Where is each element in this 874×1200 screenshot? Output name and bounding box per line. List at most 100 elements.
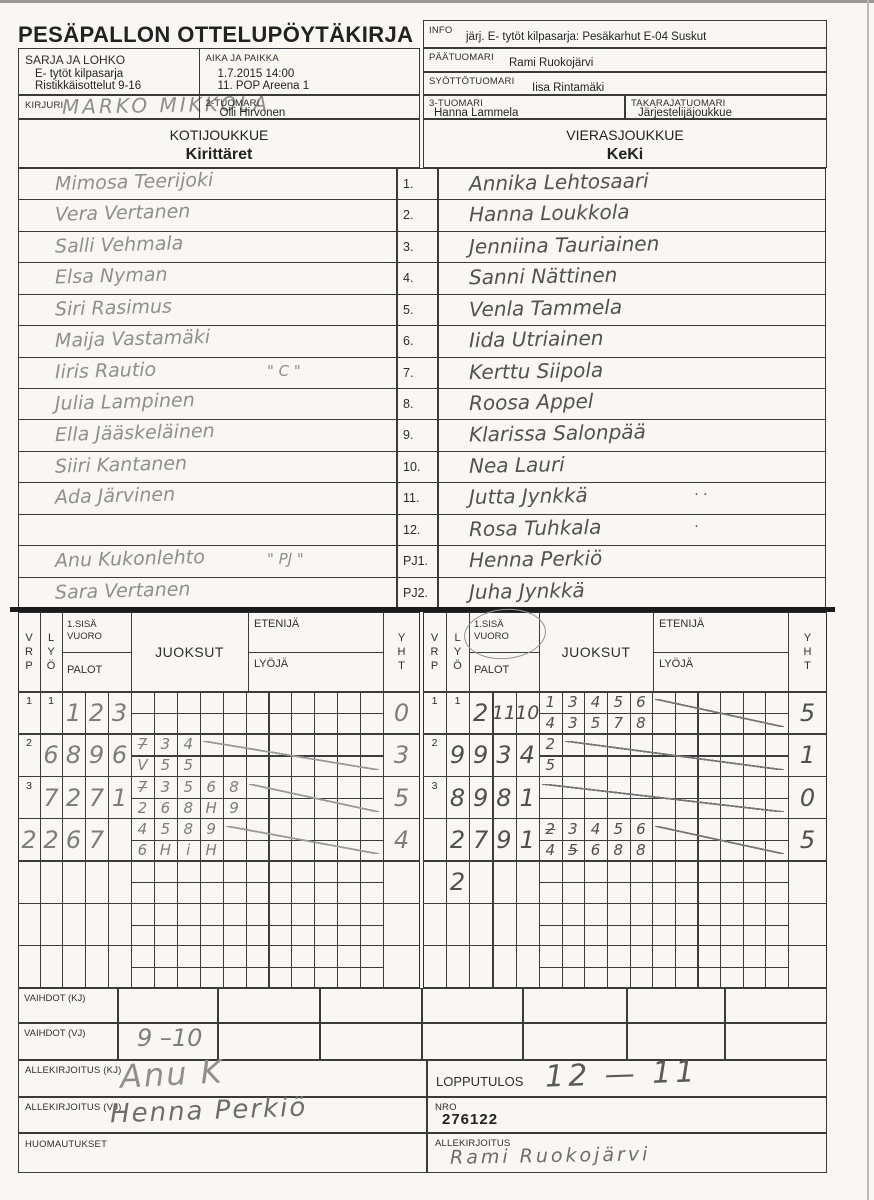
roster-row-home: Anu Kukonlehto " PJ " (19, 546, 396, 578)
grid-line (222, 692, 224, 735)
grid-line (268, 861, 270, 904)
allekirjoitus-kj-box: ALLEKIRJOITUS (KJ) (18, 1060, 427, 1097)
grid-line (788, 734, 790, 777)
sarja-line1: E- tytöt kilpasarja (35, 68, 124, 80)
roster-row-away: Nea Lauri (439, 452, 825, 484)
grid-line (629, 861, 631, 904)
grid-line (383, 945, 385, 989)
palot-hand-value: 1 (519, 783, 535, 812)
grid-line (697, 903, 699, 946)
palot-hand-value: 9 (496, 825, 512, 854)
roster-number-cell: 12. (398, 515, 437, 547)
section-divider-bar (10, 607, 835, 612)
grid-line (629, 903, 631, 946)
roster-number: 2. (403, 208, 414, 223)
grid-line (423, 944, 827, 947)
grid-line (515, 945, 517, 989)
grid-line (40, 612, 42, 692)
info-box: INFO järj. E- tytöt kilpasarja: Pesäkarh… (423, 20, 827, 48)
grid-line (469, 734, 471, 777)
vrp-printed-number: 2 (431, 737, 438, 750)
grid-line (539, 776, 541, 819)
aika-line2: 11. POP Areena 1 (217, 80, 310, 92)
player-note-away: · (694, 518, 699, 535)
grid-line (653, 652, 788, 654)
roster-row-home: Siiri Kantanen (19, 452, 396, 484)
juoksut-hand-value: 5 (183, 777, 194, 796)
grid-line (788, 818, 790, 862)
grid-line (199, 734, 201, 777)
juoksut-hand-value: 4 (183, 735, 194, 754)
grid-line (788, 945, 790, 989)
score-hand-value: 2 (21, 825, 37, 854)
grid-line (469, 861, 471, 904)
juoksut-hand-value: 8 (229, 777, 239, 796)
palot-hand-value: 6 (111, 741, 128, 770)
grid-line (222, 945, 224, 989)
grid-line (314, 945, 316, 989)
grid-line (131, 903, 133, 946)
grid-line (176, 903, 178, 946)
score-hand-value: 2 (449, 825, 466, 854)
grid-line (108, 818, 110, 862)
grid-line (337, 945, 339, 989)
grid-line (539, 903, 541, 946)
grid-line (492, 861, 494, 904)
vaihdot-vj-cell (725, 1023, 827, 1060)
palot-hand-value: 3 (111, 699, 128, 727)
grid-line (85, 776, 87, 819)
grid-line (652, 945, 654, 989)
palot-hand-value: 11 (491, 702, 517, 724)
roster-number: 1. (403, 177, 414, 191)
palot-hand-value: 1 (111, 783, 128, 812)
grid-line (62, 861, 64, 904)
strike-line (655, 825, 784, 855)
grid-line (153, 734, 155, 777)
grid-line (131, 945, 133, 989)
vaihdot-vj-cell: VAIHDOT (VJ) (18, 1023, 118, 1060)
grid-line (423, 775, 827, 777)
away-team-name: KeKi (606, 146, 644, 163)
roster-row-home: Maija Vastamäki (19, 326, 396, 358)
roster-row-home: Vera Vertanen (19, 200, 396, 232)
lyoja-header-left: LYÖJÄ (254, 658, 289, 670)
grid-line (383, 818, 385, 862)
grid-line (742, 861, 744, 904)
roster-row-home (19, 515, 396, 547)
vrp-printed-number: 1 (26, 695, 32, 707)
grid-line (222, 861, 224, 904)
grid-line (606, 861, 608, 904)
roster-row-away: Sanni Nättinen (439, 263, 825, 295)
grid-line (62, 652, 131, 654)
grid-line (515, 861, 517, 904)
grid-line (383, 903, 385, 946)
sarja-label: SARJA JA LOHKO (25, 53, 126, 67)
aika-box: AIKA JA PAIKKA 1.7.2015 14:00 11. POP Ar… (198, 48, 420, 95)
grid-line (153, 692, 155, 735)
info-value: järj. E- tytöt kilpasarja: Pesäkarhut E-… (466, 31, 707, 43)
juoksut-hand-value: 8 (183, 819, 194, 838)
grid-line (18, 860, 420, 862)
vrp-printed-number: 2 (26, 737, 32, 750)
roster-number: 5. (403, 302, 414, 317)
lyo-printed-number: 1 (48, 695, 54, 707)
vaihdot-vj-cell (523, 1023, 627, 1060)
vaihdot-kj-cell (627, 988, 725, 1023)
score-hand-value: 0 (393, 699, 410, 727)
grid-line (337, 903, 339, 946)
grid-line (383, 692, 385, 735)
syottotuomari-box: SYÖTTÖTUOMARI Iisa Rintamäki (423, 71, 827, 95)
grid-line (40, 734, 42, 777)
palot-hand-value: 9 (473, 783, 489, 812)
grid-line (539, 924, 788, 926)
grid-line (674, 903, 676, 946)
grid-line (360, 903, 362, 946)
takaraja-label: TAKARAJATUOMARI (631, 98, 726, 109)
lyoja-header-right: LYÖJÄ (659, 658, 694, 670)
sarja-line2: Ristikkäisottelut 9-16 (35, 80, 142, 92)
score-hand-value: 1 (799, 741, 816, 770)
etenija-header-right: ETENIJÄ (659, 618, 705, 630)
strike-line (542, 783, 784, 812)
grid-line (108, 734, 110, 777)
